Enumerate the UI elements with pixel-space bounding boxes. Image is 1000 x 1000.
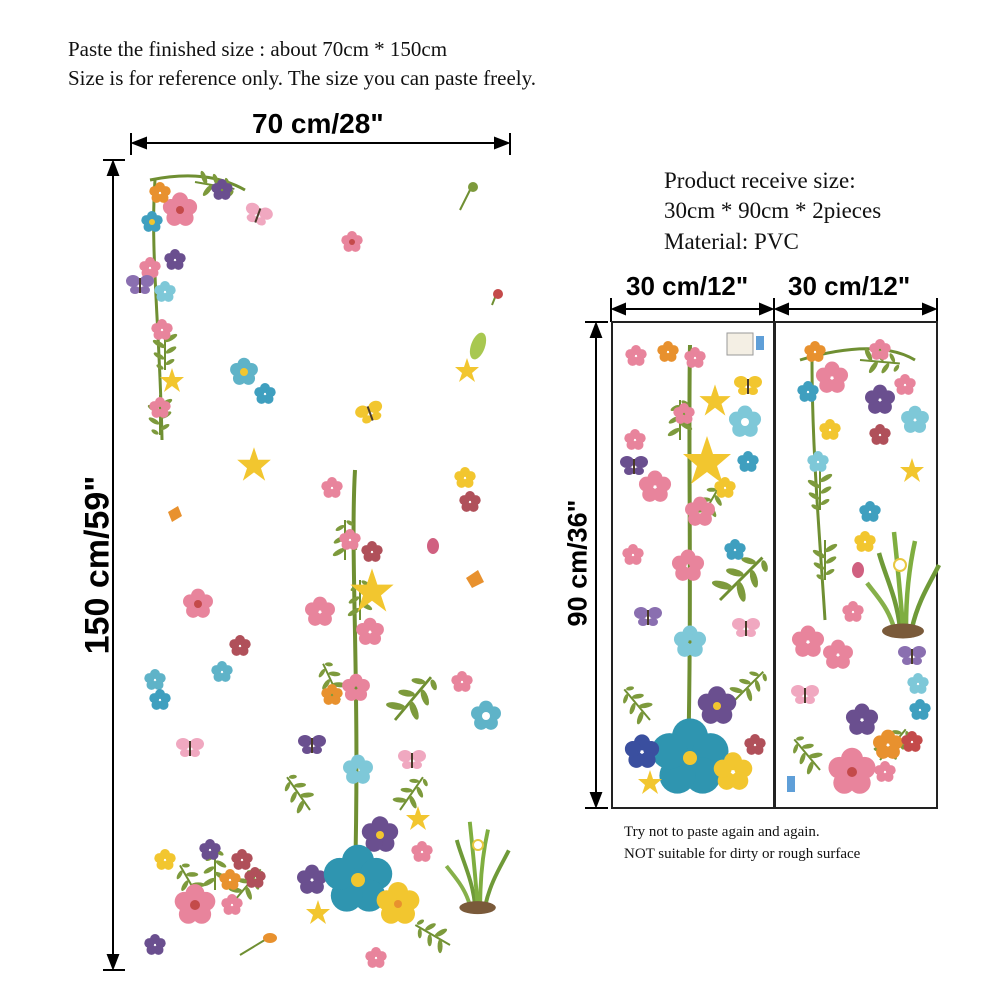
scattered-flowers-left: [144, 182, 503, 730]
grass-clump-left: [365, 819, 511, 968]
piece-width-left-label: 30 cm/12": [626, 271, 749, 301]
finished-size-line: Paste the finished size : about 70cm * 1…: [68, 37, 448, 61]
note-paste-again: Try not to paste again and again.: [624, 824, 820, 840]
total-height-label: 150 cm/59": [78, 475, 117, 655]
piece-width-dimension-lines: [610, 298, 938, 322]
product-receive-size: 30cm * 90cm * 2pieces: [664, 198, 882, 223]
sheet-right-artwork: [782, 339, 939, 794]
sheet-left-artwork: [612, 332, 779, 794]
corner-flower-vine: [126, 167, 275, 441]
product-receive-label: Product receive size:: [664, 168, 856, 193]
piece-height-label: 90 cm/36": [562, 499, 593, 627]
piece-width-right-label: 30 cm/12": [788, 271, 911, 301]
center-flower-column: [274, 469, 448, 924]
note-surface: NOT suitable for dirty or rough surface: [624, 846, 861, 862]
piece-height-dimension-line: [585, 321, 608, 809]
bottom-left-flower-cluster: [144, 738, 277, 956]
product-material: Material: PVC: [664, 229, 799, 254]
size-reference-line: Size is for reference only. The size you…: [68, 66, 537, 90]
height-dimension-line: [103, 159, 125, 971]
total-width-label: 70 cm/28": [252, 108, 384, 139]
width-dimension-line: [130, 133, 511, 155]
